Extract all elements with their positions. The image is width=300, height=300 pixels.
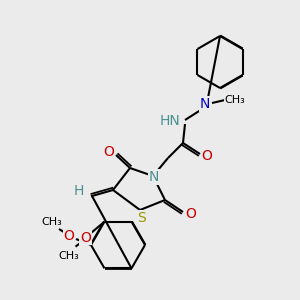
Text: O: O [103, 145, 114, 159]
Text: O: O [202, 149, 212, 163]
Text: CH₃: CH₃ [58, 250, 79, 261]
Text: CH₃: CH₃ [42, 217, 62, 227]
Text: CH₃: CH₃ [225, 95, 245, 105]
Text: HN: HN [159, 114, 180, 128]
Text: N: N [200, 97, 210, 111]
Text: O: O [64, 229, 74, 243]
Text: S: S [138, 211, 146, 225]
Text: N: N [149, 170, 159, 184]
Text: O: O [80, 231, 91, 244]
Text: H: H [74, 184, 84, 198]
Text: O: O [186, 207, 196, 221]
